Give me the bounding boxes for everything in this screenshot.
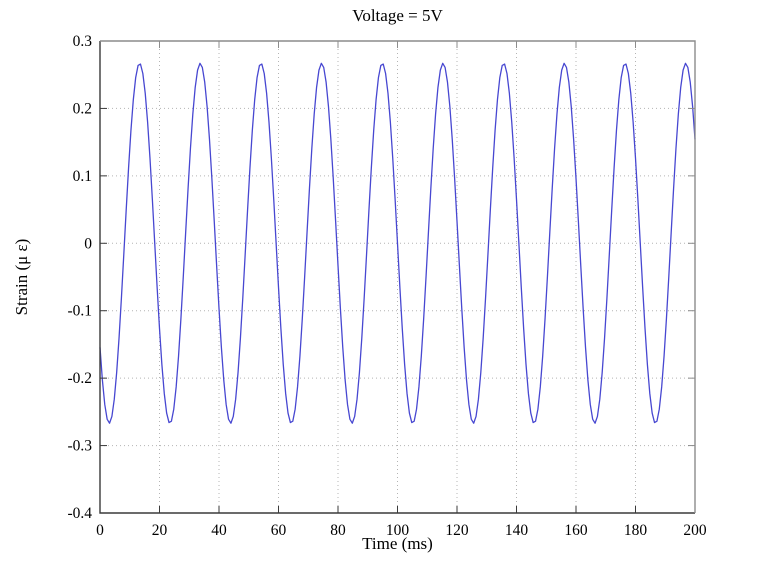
x-tick-label: 200	[683, 522, 707, 539]
x-tick-label: 40	[211, 522, 227, 539]
x-tick-label: 60	[271, 522, 287, 539]
y-tick-label: 0.2	[73, 100, 92, 117]
axis-box-dark	[99, 41, 695, 514]
x-tick-label: 100	[386, 522, 410, 539]
x-tick-label: 160	[564, 522, 588, 539]
y-tick-labels: -0.4 -0.3 -0.2 -0.1 0 0.1 0.2 0.3	[67, 33, 92, 522]
y-tick-label: -0.1	[67, 303, 92, 320]
x-tick-label: 140	[505, 522, 529, 539]
y-tick-label: 0.3	[73, 33, 93, 50]
axis-box-light	[100, 40, 696, 513]
y-tick-label: -0.4	[67, 505, 92, 522]
x-tick-label: 20	[152, 522, 168, 539]
y-axis-label: Strain (μ ε)	[12, 238, 31, 316]
x-axis-label: Time (ms)	[362, 534, 433, 553]
x-tick-label: 180	[624, 522, 648, 539]
chart-title: Voltage = 5V	[352, 6, 443, 25]
series-line-strain	[99, 62, 696, 424]
x-tick-labels: 0 20 40 60 80 100 120 140 160 180 200	[96, 522, 707, 539]
y-tick-label: 0.1	[73, 168, 92, 185]
y-tick-label: -0.2	[67, 370, 92, 387]
grid-lines	[100, 41, 695, 513]
x-tick-label: 80	[330, 522, 346, 539]
x-tick-label: 0	[96, 522, 104, 539]
y-tick-label: 0	[84, 235, 92, 252]
x-tick-label: 120	[445, 522, 469, 539]
y-tick-label: -0.3	[67, 438, 92, 455]
